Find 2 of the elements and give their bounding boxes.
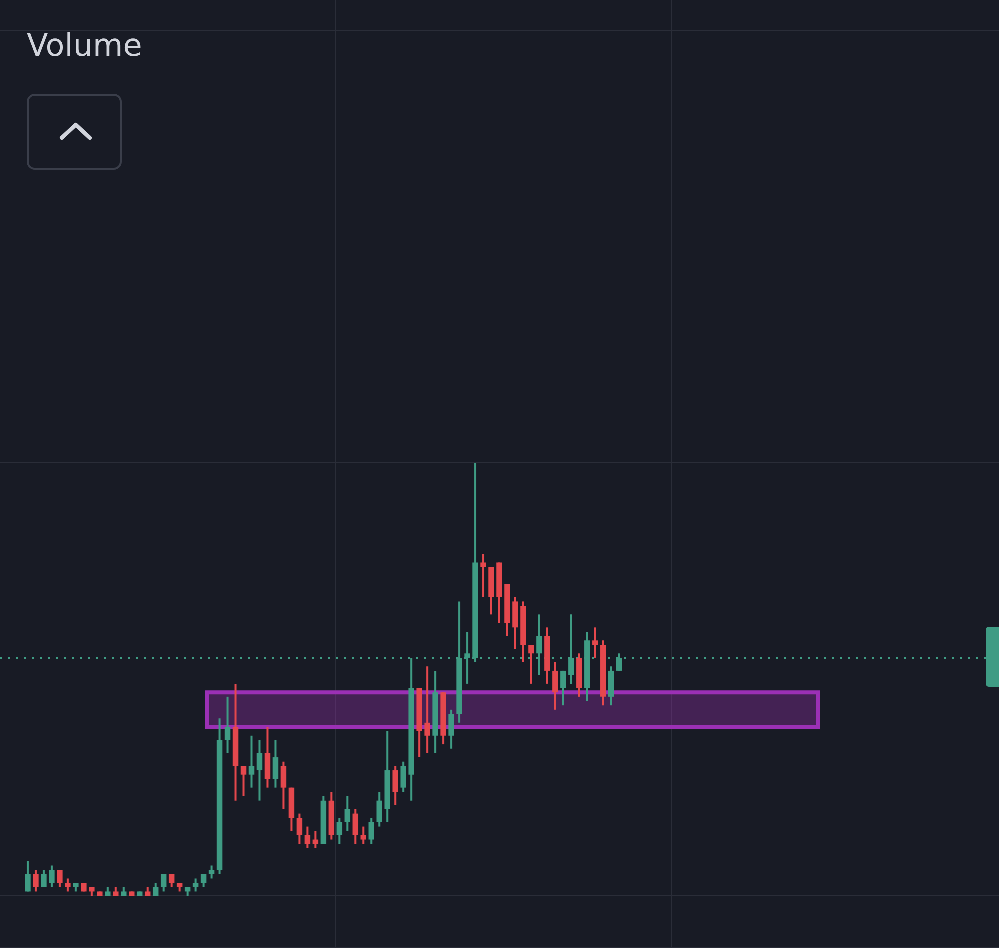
- text: Volume: [27, 28, 142, 64]
- candlestick: [480, 554, 486, 598]
